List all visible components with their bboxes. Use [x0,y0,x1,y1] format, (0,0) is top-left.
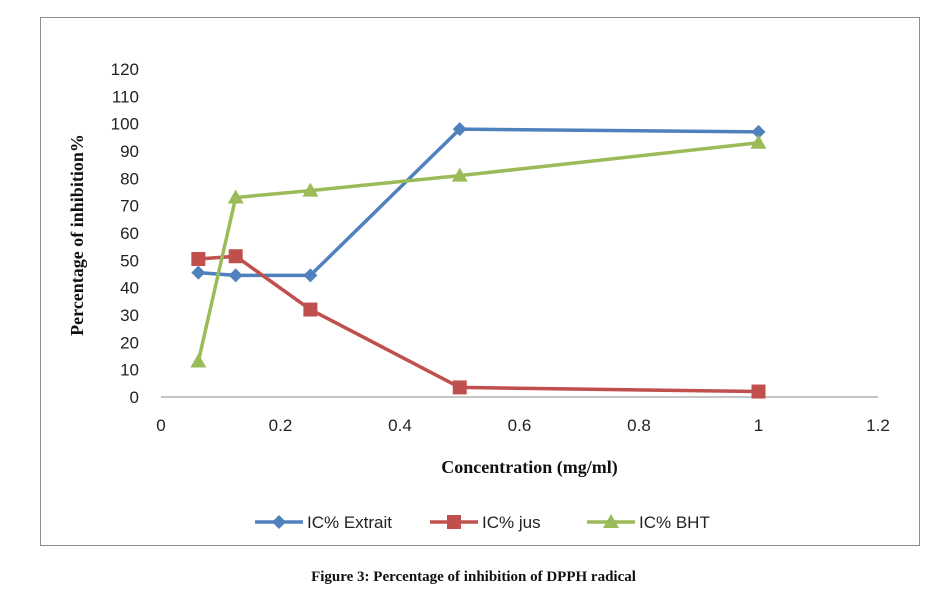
legend-entry: IC% BHT [587,513,710,532]
series-line [196,141,759,362]
legend-swatch-marker [272,515,286,529]
x-tick-label: 0 [156,416,165,435]
data-point [228,268,243,283]
x-tick-label: 0.8 [627,416,651,435]
data-point [191,265,206,280]
x-tick-label: 0.2 [269,416,293,435]
y-tick-label: 90 [120,142,139,161]
y-tick-label: 80 [120,169,139,188]
data-point [751,384,766,399]
legend-label: IC% jus [482,513,541,532]
legend-label: IC% Extrait [307,513,392,532]
y-tick-label: 50 [120,251,139,270]
series-1 [191,249,766,399]
data-point [227,189,244,204]
y-tick-label: 100 [111,115,139,134]
x-tick-label: 1 [754,416,763,435]
x-tick-label: 1.2 [866,416,890,435]
legend: IC% Extrait IC% jus IC% BHT [255,513,710,532]
figure-caption: Figure 3: Percentage of inhibition of DP… [311,569,636,585]
y-tick-label: 110 [112,87,139,106]
y-tick-label: 60 [120,224,139,243]
data-point [451,167,468,182]
legend-swatch-marker [447,515,461,529]
y-tick-label: 20 [120,333,139,352]
x-tick-label: 0.6 [508,416,532,435]
data-point [191,251,206,266]
y-tick-label: 10 [120,361,139,380]
data-point [452,122,467,137]
legend-label: IC% BHT [639,513,710,532]
data-point [751,124,766,139]
legend-entry: IC% jus [430,513,541,532]
x-axis-title: Concentration (mg/ml) [441,457,617,478]
y-tick-label: 40 [120,279,139,298]
legend-entry: IC% Extrait [255,513,392,532]
data-point [303,268,318,283]
series-0 [191,122,766,283]
chart-frame: 0 0.2 0.4 0.6 0.8 1 1.2 0 10 20 30 40 50 60 70 80 90 100 1… [40,17,920,546]
series-2 [190,134,767,368]
data-point [452,380,467,395]
data-point [750,134,767,149]
legend-swatch-marker [603,514,619,528]
data-point [228,249,243,264]
x-tick-label: 0.4 [388,416,412,435]
y-tick-label: 30 [120,306,139,325]
data-point [303,302,318,317]
series-layer [190,122,767,399]
y-tick-label: 0 [130,388,139,407]
y-tick-label: 70 [120,197,139,216]
data-point [190,353,207,368]
y-axis-title: Percentage of inhibition% [67,134,87,336]
tick-labels: 0 0.2 0.4 0.6 0.8 1 1.2 0 10 20 30 40 50 60 70 80 90 100 1… [111,60,890,435]
y-tick-label: 120 [111,60,139,79]
line-chart: 0 0.2 0.4 0.6 0.8 1 1.2 0 10 20 30 40 50 60 70 80 90 100 1… [67,60,890,532]
data-point [302,182,319,197]
